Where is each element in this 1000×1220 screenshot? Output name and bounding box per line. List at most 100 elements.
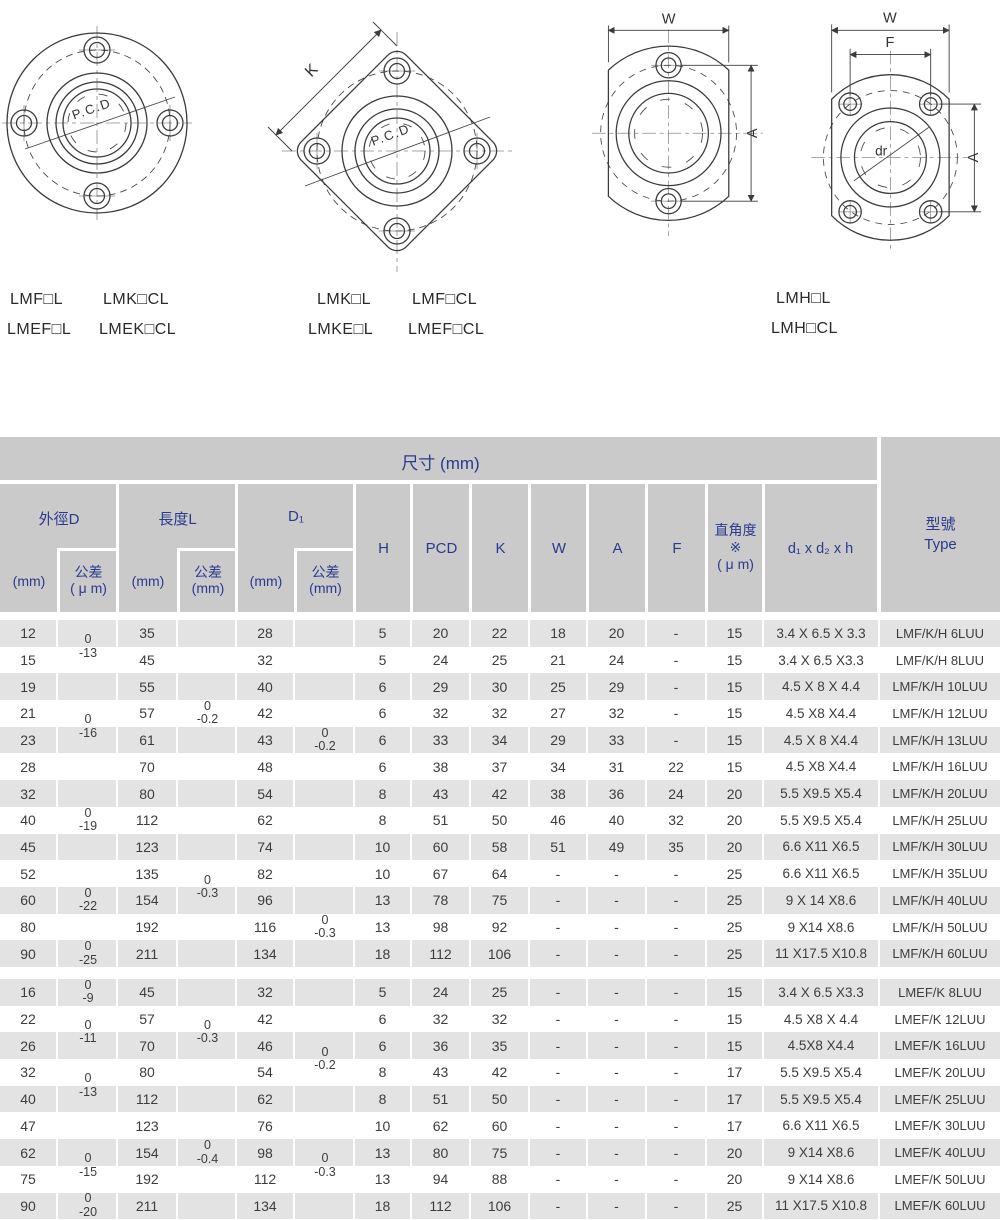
table-cell: 10 bbox=[355, 1112, 412, 1140]
table-cell bbox=[178, 1032, 237, 1060]
table-cell: 38 bbox=[412, 753, 471, 781]
table-cell: - bbox=[530, 979, 588, 1006]
table-cell: 80 bbox=[0, 913, 58, 941]
table-cell: 135 bbox=[118, 860, 178, 887]
table-cell: 19 bbox=[0, 673, 58, 701]
table-cell: LMF/K/H 16LUU bbox=[892, 759, 988, 775]
header-divider bbox=[645, 484, 648, 612]
table-cell: 40 bbox=[237, 673, 295, 701]
table-cell: 38 bbox=[530, 780, 588, 807]
table-cell: 42 bbox=[471, 1059, 530, 1086]
table-cell: - bbox=[530, 1165, 588, 1193]
header-divider bbox=[294, 550, 297, 612]
table-cell: 5 bbox=[355, 979, 412, 1006]
table-cell: 17 bbox=[707, 1112, 764, 1140]
header-divider bbox=[57, 550, 60, 612]
table-cell: - bbox=[647, 1112, 707, 1140]
tolerance-label: 公差 bbox=[311, 564, 340, 580]
table-cell: 37 bbox=[471, 753, 530, 781]
table-cell: - bbox=[588, 1085, 647, 1113]
table-row: 40 112 62 8 51 50 46 40 32 20 5.5 X9.5 X5.4 LMF/K/H… bbox=[0, 806, 1000, 834]
tolerance-value: 0 -20 bbox=[78, 1191, 98, 1219]
table-cell: 15 bbox=[707, 700, 764, 727]
table-cell bbox=[178, 620, 237, 647]
table-cell: 22 bbox=[471, 620, 530, 647]
model-label: LMK□L bbox=[317, 291, 371, 308]
header-divider bbox=[877, 437, 881, 612]
table-cell: - bbox=[588, 1059, 647, 1086]
table-cell: 21 bbox=[0, 700, 58, 727]
table-cell: 6.6 X11 X6.5 bbox=[764, 833, 880, 861]
table-cell: 192 bbox=[118, 1165, 178, 1193]
table-cell: 9 X14 X8.6 bbox=[764, 1165, 880, 1193]
table-cell: 17 bbox=[707, 1059, 764, 1086]
table-cell: 116 bbox=[237, 913, 295, 941]
table-cell: 154 bbox=[118, 1139, 178, 1166]
perpendicularity-unit: ( μ m) bbox=[717, 556, 754, 572]
table-row: 26 70 46 6 36 35- - -15 4.5X8 X4.4 LMEF/K 16LUU bbox=[0, 1032, 1000, 1060]
table-cell: 29 bbox=[588, 673, 647, 701]
table-cell bbox=[58, 940, 118, 968]
table-cell: LMEF/K 12LUU bbox=[894, 1011, 986, 1027]
table-cell: LMEF/K 30LUU bbox=[894, 1118, 986, 1134]
table-cell: 34 bbox=[530, 753, 588, 781]
table-cell: 20 bbox=[707, 780, 764, 807]
table-cell: LMEF/K 40LUU bbox=[894, 1145, 986, 1161]
table-cell bbox=[295, 806, 355, 834]
table-cell: - bbox=[530, 1085, 588, 1113]
table-cell: 47 bbox=[0, 1112, 58, 1140]
table-row: 75 192 112 13 94 88- - -20 9 X14 X8.6 LMEF/K 50LU… bbox=[0, 1165, 1000, 1193]
table-cell: 70 bbox=[118, 1032, 178, 1060]
table-cell: LMF/K/H 30LUU bbox=[892, 839, 988, 855]
table-cell: - bbox=[530, 887, 588, 914]
table-cell: LMF/K/H 20LUU bbox=[892, 786, 988, 802]
table-cell: 25 bbox=[707, 940, 764, 968]
tolerance-unit: ( μ m) bbox=[70, 580, 107, 596]
table-cell: - bbox=[588, 940, 647, 968]
tolerance-value: 0 -11 bbox=[79, 1017, 97, 1046]
col-header-pcd: PCD bbox=[425, 540, 458, 557]
col-header-w: W bbox=[551, 540, 567, 557]
table-cell: 112 bbox=[118, 806, 178, 834]
perpendicularity-label: 直角度 bbox=[714, 522, 757, 538]
table-cell: 35 bbox=[118, 620, 178, 647]
table-cell: 8 bbox=[355, 806, 412, 834]
table-cell: 15 bbox=[707, 646, 764, 674]
table-cell: 62 bbox=[237, 1085, 295, 1113]
table-cell: 32 bbox=[471, 700, 530, 727]
table-cell bbox=[178, 887, 237, 914]
table-cell bbox=[58, 726, 118, 754]
table-cell: 45 bbox=[118, 979, 178, 1006]
tolerance-value: 0 -13 bbox=[78, 1071, 98, 1099]
table-cell: - bbox=[588, 1112, 647, 1140]
table-cell: 10 bbox=[355, 860, 412, 887]
table-cell: 3.4 X 6.5 X3.3 bbox=[764, 979, 880, 1006]
table-cell: 9 X14 X8.6 bbox=[764, 1139, 880, 1166]
table-cell: 50 bbox=[471, 1085, 530, 1113]
table-cell bbox=[178, 1085, 237, 1113]
table-cell: 46 bbox=[237, 1032, 295, 1060]
table-cell bbox=[295, 913, 355, 941]
header-divider bbox=[57, 548, 118, 551]
table-cell: 57 bbox=[118, 1005, 178, 1033]
table-cell bbox=[178, 726, 237, 754]
col-header-l-tolerance: 公差 (mm) bbox=[179, 564, 237, 596]
table-cell bbox=[295, 833, 355, 861]
reference-mark: ※ bbox=[729, 539, 742, 555]
table-cell: 15 bbox=[0, 646, 58, 674]
table-cell: 24 bbox=[412, 979, 471, 1006]
table-cell: 20 bbox=[707, 806, 764, 834]
table-cell: - bbox=[588, 1005, 647, 1033]
table-cell bbox=[178, 833, 237, 861]
table-cell: 52 bbox=[0, 860, 58, 887]
model-label: LMKE□L bbox=[308, 321, 374, 338]
table-cell: - bbox=[530, 1139, 588, 1166]
table-cell bbox=[58, 1139, 118, 1166]
table-cell: - bbox=[647, 913, 707, 941]
table-cell: 40 bbox=[0, 806, 58, 834]
table-cell: 18 bbox=[355, 1192, 412, 1220]
tolerance-value: 0 -25 bbox=[78, 939, 98, 967]
col-header-d1-tolerance: 公差 (mm) bbox=[296, 564, 355, 596]
table-cell: 40 bbox=[588, 806, 647, 834]
table-cell: 70 bbox=[118, 753, 178, 781]
